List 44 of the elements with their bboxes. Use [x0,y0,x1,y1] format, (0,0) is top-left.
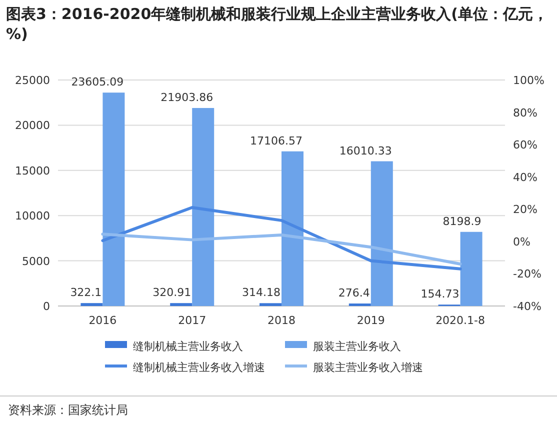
data-label: 154.73 [420,288,460,301]
legend-label: 缝制机械主营业务收入 [133,340,243,353]
data-label: 322.1 [70,286,102,300]
data-label: 17106.57 [250,134,302,148]
bar [192,108,214,306]
legend-label: 服装主营业务收入 [313,340,401,353]
y-tick-label: 5000 [22,254,50,268]
data-label: 8198.9 [442,214,482,228]
data-label: 320.91 [152,286,192,300]
y-tick-label: 25000 [15,74,50,87]
line-series [101,232,462,266]
y2-tick-label: 60% [513,138,538,152]
y2-tick-label: -40% [513,300,542,313]
y2-tick-label: 80% [513,106,538,120]
y2-tick-label: 0% [513,235,530,248]
bar [80,303,103,306]
y2-tick-label: 40% [513,170,538,184]
x-tick-label: 2020.1-8 [436,314,486,327]
bar [282,151,304,306]
bar [370,161,393,306]
data-label: 314.18 [242,286,280,300]
data-label: 23605.09 [71,76,124,89]
bar [102,92,125,306]
y-tick-label: 0 [43,300,50,313]
x-tick-label: 2017 [178,314,206,327]
bar [460,232,482,306]
data-label: 21903.86 [160,90,214,104]
x-tick-label: 2018 [268,314,296,327]
y-tick-label: 20000 [15,119,50,132]
title: 图表3：2016-2020年缝制机械和服装行业规上企业主营业务收入(单位：亿元，%) [6,4,550,44]
y-tick-label: 10000 [15,210,50,223]
text: 资料来源：国家统计局 [8,403,128,417]
legend-label: 缝制机械主营业务收入增速 [133,361,265,374]
x-tick-label: 2016 [88,314,117,327]
y2-tick-label: 100% [513,74,544,87]
bar [260,303,282,306]
legend-label: 服装主营业务收入增速 [313,361,423,374]
y-tick-label: 15000 [15,164,50,178]
data-label: 16010.33 [339,144,392,158]
bar [170,303,192,306]
y2-tick-label: -20% [513,268,542,281]
y2-tick-label: 20% [513,203,538,216]
data-label: 276.4 [338,286,370,300]
x-tick-label: 2019 [356,314,385,327]
